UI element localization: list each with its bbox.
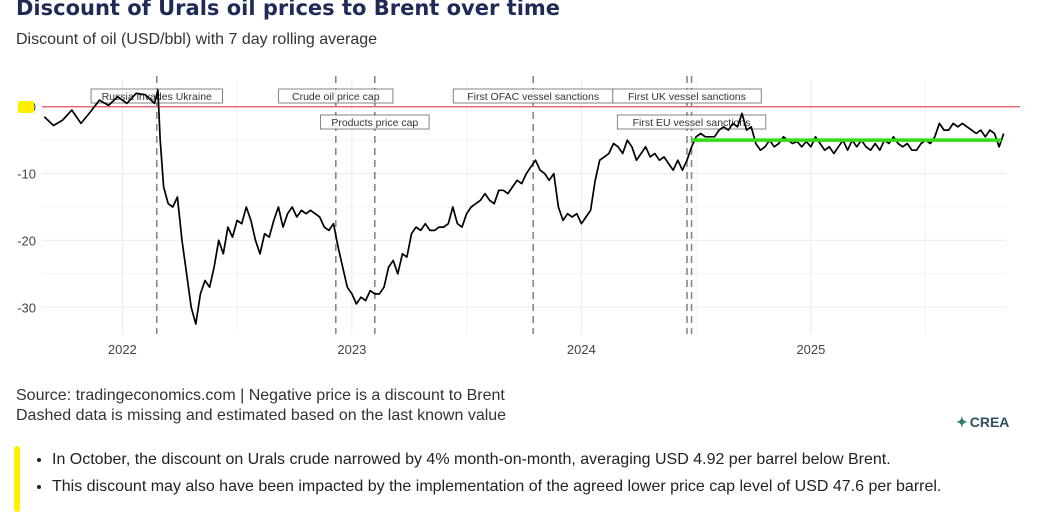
event-label: First UK vessel sanctions: [628, 91, 746, 103]
list-item: This discount may also have been impacte…: [52, 473, 1064, 500]
source-line-1: Source: tradingeconomics.com | Negative …: [16, 387, 505, 404]
series: [43, 89, 1005, 325]
event-label-box: [320, 114, 430, 130]
event-markers: Russia invades Ukraine Crude oil price ca…: [90, 76, 767, 334]
list-item: In October, the discount on Urals crude …: [52, 446, 1064, 473]
event-label-box: [616, 114, 767, 130]
y-tick-label: -20: [17, 233, 36, 248]
brand-name: CREA: [969, 414, 1010, 430]
notes-list: In October, the discount on Urals crude …: [30, 446, 1064, 500]
event-label: Crude oil price cap: [292, 91, 380, 103]
chart-title: Discount of Urals oil prices to Brent ov…: [16, 0, 561, 20]
event-label-box: [278, 88, 394, 104]
event-label: First EU vessel sanctions: [633, 117, 751, 129]
x-tick-label: 2023: [337, 342, 366, 357]
y-tick-label: -10: [17, 167, 36, 182]
x-tick-label: 2024: [567, 342, 596, 357]
source-note: Source: tradingeconomics.com | Negative …: [16, 386, 506, 426]
chart-subtitle: Discount of oil (USD/bbl) with 7 day rol…: [16, 31, 378, 48]
event-label: First OFAC vessel sanctions: [467, 91, 599, 103]
source-line-2: Dashed data is missing and estimated bas…: [16, 407, 507, 424]
leaf-icon: ✦: [956, 414, 968, 430]
crea-logo: ✦ CREA: [956, 414, 1009, 431]
chart: Russia invades Ukraine Crude oil price ca…: [17, 76, 1020, 357]
highlighter-mark-zero: [18, 101, 34, 113]
x-tick-label: 2025: [796, 342, 825, 357]
event-label: Products price cap: [331, 117, 418, 129]
grid: [42, 80, 1006, 334]
event-label-box: [612, 88, 762, 104]
highlighter-mark-notes: [14, 446, 20, 512]
x-tick-label: 2022: [108, 342, 137, 357]
y-tick-label: -30: [17, 300, 36, 315]
